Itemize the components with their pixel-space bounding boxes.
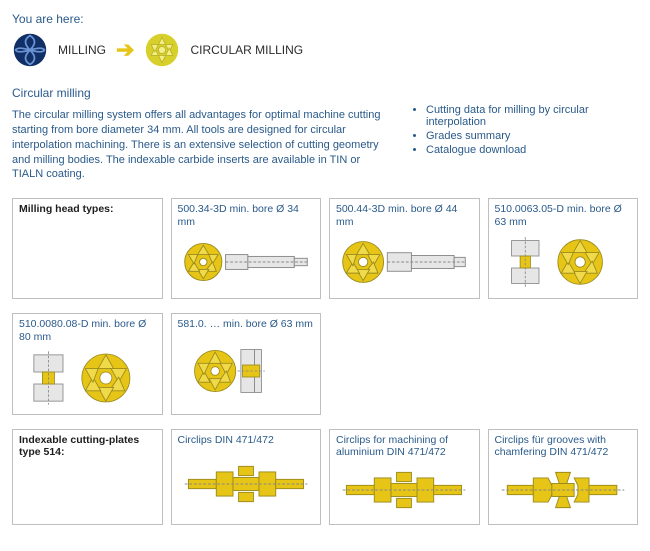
intro-title: Circular milling	[12, 86, 388, 100]
milling-head-card[interactable]: 500.44-3D min. bore Ø 44 mm	[329, 198, 480, 299]
milling-head-card[interactable]: 510.0063.05-D min. bore Ø 63 mm	[488, 198, 639, 299]
cutting-plate-card[interactable]: Circlips for machining of aluminium DIN …	[329, 429, 480, 525]
empty-cell	[488, 313, 639, 414]
link-list: Cutting data for milling by circular int…	[408, 104, 638, 156]
milling-heads-grid-2: 510.0080.08-D min. bore Ø 80 mm	[12, 313, 638, 414]
link-grades-summary[interactable]: Grades summary	[426, 130, 638, 142]
breadcrumb-label: You are here:	[12, 12, 638, 26]
card-title: 510.0063.05-D min. bore Ø 63 mm	[495, 203, 632, 228]
cutting-plates-label-card: Indexable cutting-plates type 514:	[12, 429, 163, 525]
card-title: Circlips für grooves with chamfering DIN…	[495, 434, 632, 459]
breadcrumb-item-circular-milling[interactable]: CIRCULAR MILLING	[190, 43, 303, 57]
circular-milling-icon[interactable]	[144, 32, 180, 68]
link-cutting-data[interactable]: Cutting data for milling by circular int…	[426, 104, 638, 128]
cutting-plate-card[interactable]: Circlips DIN 471/472	[171, 429, 322, 525]
cutting-plate-card[interactable]: Circlips für grooves with chamfering DIN…	[488, 429, 639, 525]
milling-icon[interactable]	[12, 32, 48, 68]
milling-head-card[interactable]: 500.34-3D min. bore Ø 34 mm	[171, 198, 322, 299]
card-title: 581.0. … min. bore Ø 63 mm	[178, 318, 315, 331]
milling-head-image	[19, 348, 156, 408]
card-title: Circlips DIN 471/472	[178, 434, 315, 447]
cutting-plate-image	[495, 463, 632, 518]
cutting-plate-image	[178, 450, 315, 517]
milling-head-image	[336, 232, 473, 292]
intro-body: The circular milling system offers all a…	[12, 108, 388, 182]
card-title: 500.44-3D min. bore Ø 44 mm	[336, 203, 473, 228]
milling-head-card[interactable]: 510.0080.08-D min. bore Ø 80 mm	[12, 313, 163, 414]
cutting-plates-label: Indexable cutting-plates type 514:	[19, 434, 156, 459]
breadcrumb: MILLING ➔ CIRCULAR MILLING	[12, 32, 638, 68]
milling-heads-grid: Milling head types: 500.34-3D min. bore …	[12, 198, 638, 299]
card-title: 510.0080.08-D min. bore Ø 80 mm	[19, 318, 156, 343]
cutting-plate-image	[336, 463, 473, 518]
card-title: 500.34-3D min. bore Ø 34 mm	[178, 203, 315, 228]
arrow-icon: ➔	[116, 37, 134, 63]
milling-head-image	[178, 232, 315, 292]
link-catalogue-download[interactable]: Catalogue download	[426, 144, 638, 156]
milling-heads-label-card: Milling head types:	[12, 198, 163, 299]
empty-cell	[329, 313, 480, 414]
milling-head-image	[495, 232, 632, 292]
milling-heads-label: Milling head types:	[19, 203, 156, 216]
cutting-plates-grid: Indexable cutting-plates type 514: Circl…	[12, 429, 638, 525]
card-title: Circlips for machining of aluminium DIN …	[336, 434, 473, 459]
milling-head-image	[178, 335, 315, 408]
milling-head-card[interactable]: 581.0. … min. bore Ø 63 mm	[171, 313, 322, 414]
breadcrumb-item-milling[interactable]: MILLING	[58, 43, 106, 57]
